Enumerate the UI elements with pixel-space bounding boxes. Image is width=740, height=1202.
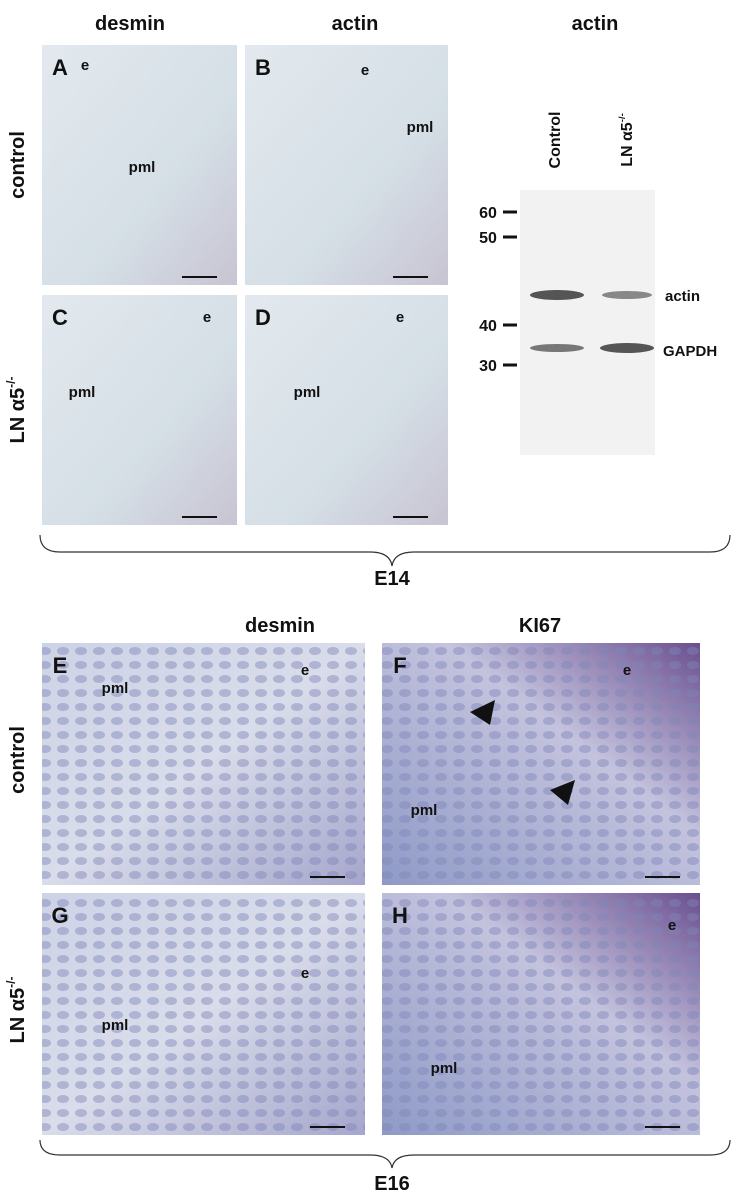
label: actin xyxy=(572,13,619,35)
label: desmin xyxy=(245,615,315,637)
label: e xyxy=(81,57,89,74)
brace xyxy=(39,534,731,567)
row-text: LN α5 xyxy=(619,122,636,167)
band xyxy=(600,343,654,353)
cells xyxy=(382,643,700,885)
row-label: control xyxy=(7,726,29,794)
label: e xyxy=(301,965,309,982)
cells xyxy=(42,893,365,1135)
label: D xyxy=(255,305,271,330)
label: pml xyxy=(69,384,96,401)
label: B xyxy=(255,55,271,80)
label: pml xyxy=(431,1060,458,1077)
label: C xyxy=(52,305,68,330)
row-sup: -/- xyxy=(617,113,628,122)
label: 60 xyxy=(479,205,497,222)
label: pml xyxy=(129,159,156,176)
label: actin xyxy=(332,13,379,35)
label: desmin xyxy=(95,13,165,35)
cells xyxy=(42,643,365,885)
label: E16 xyxy=(374,1173,410,1195)
cells xyxy=(382,893,700,1135)
label: pml xyxy=(407,119,434,136)
label: e xyxy=(668,917,676,934)
micrograph xyxy=(42,295,237,525)
label: pml xyxy=(102,1017,129,1034)
label: 30 xyxy=(479,358,497,375)
row-label: LN α5-/- xyxy=(4,977,29,1044)
row-text: control xyxy=(7,726,29,794)
micrograph xyxy=(245,45,448,285)
label: e xyxy=(301,662,309,679)
label: 50 xyxy=(479,230,497,247)
micrograph xyxy=(42,45,237,285)
label: 40 xyxy=(479,318,497,335)
row-text: LN α5 xyxy=(7,388,29,444)
row-sup: -/- xyxy=(4,377,18,388)
brace xyxy=(39,1139,731,1169)
label: G xyxy=(51,903,68,928)
row-label: Control xyxy=(547,112,564,169)
label: E14 xyxy=(374,568,410,590)
row-text: Control xyxy=(547,112,564,169)
label: F xyxy=(393,653,406,678)
micrograph xyxy=(245,295,448,525)
label: pml xyxy=(411,802,438,819)
label: KI67 xyxy=(519,615,561,637)
label: H xyxy=(392,903,408,928)
arrowhead xyxy=(470,700,495,725)
band xyxy=(530,344,584,352)
arrowhead xyxy=(550,780,575,805)
band xyxy=(602,291,652,299)
label: E xyxy=(53,653,68,678)
row-label: control xyxy=(7,131,29,199)
band xyxy=(530,290,584,300)
row-text: LN α5 xyxy=(7,988,29,1044)
label: pml xyxy=(102,680,129,697)
row-label: LN α5-/- xyxy=(617,113,636,167)
label: e xyxy=(361,62,369,79)
label: e xyxy=(203,309,211,326)
label: pml xyxy=(294,384,321,401)
label: actin xyxy=(665,288,700,305)
row-sup: -/- xyxy=(4,977,18,988)
row-label: LN α5-/- xyxy=(4,377,29,444)
label: e xyxy=(623,662,631,679)
label: GAPDH xyxy=(663,343,717,360)
label: A xyxy=(52,55,68,80)
row-text: control xyxy=(7,131,29,199)
blot xyxy=(520,190,655,455)
label: e xyxy=(396,309,404,326)
